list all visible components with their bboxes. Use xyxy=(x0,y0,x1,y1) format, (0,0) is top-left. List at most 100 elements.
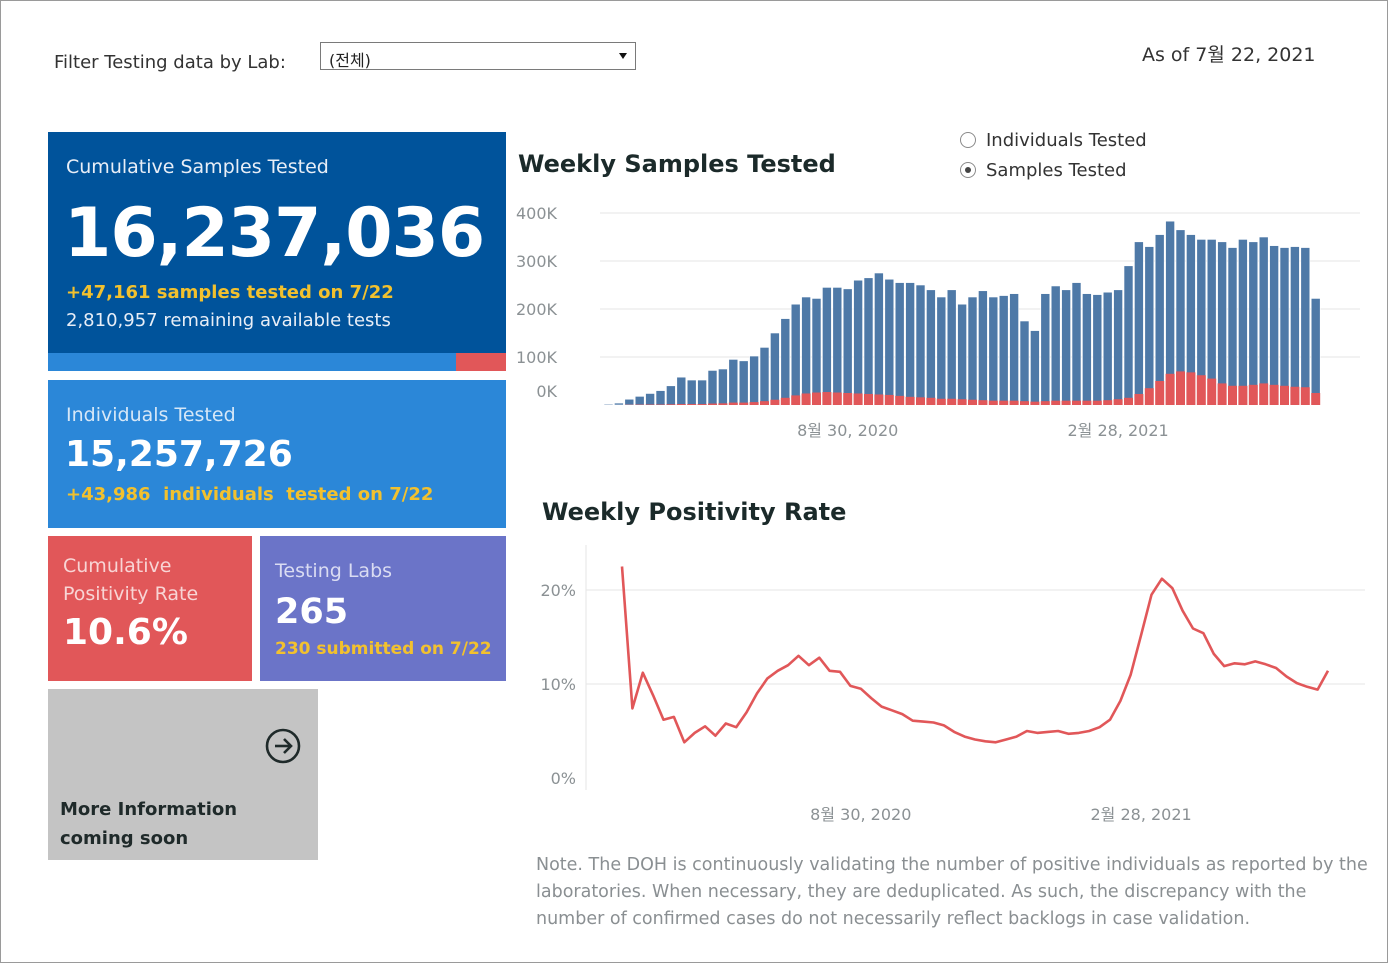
bar-samples xyxy=(905,282,915,406)
y-tick-label: 20% xyxy=(540,581,576,600)
bar-positive xyxy=(884,394,894,405)
cumulative-samples-card: Cumulative Samples Tested 16,237,036 +47… xyxy=(48,132,506,353)
dropdown-arrow-icon[interactable] xyxy=(619,53,627,59)
bar-positive xyxy=(832,392,842,405)
radio-button-icon[interactable] xyxy=(960,132,976,148)
cumulative-samples-value: 16,237,036 xyxy=(64,194,485,273)
bar-positive xyxy=(1217,383,1227,405)
weekly-samples-chart: 400K 300K 200K 100K 0K 8월 30, 2020 2월 28, 2021 xyxy=(516,204,1360,440)
bar-samples xyxy=(1248,241,1259,406)
bar-positive xyxy=(843,393,853,405)
bar-samples xyxy=(655,390,666,406)
radio-individuals-label: Individuals Tested xyxy=(986,130,1147,151)
y-tick-label: 100K xyxy=(516,348,558,367)
bar-positive xyxy=(822,392,832,405)
bar-samples xyxy=(1102,291,1113,406)
bar-samples xyxy=(874,272,884,406)
lab-filter-dropdown[interactable]: (전체) xyxy=(320,42,636,70)
cumulative-samples-delta: +47,161 samples tested on 7/22 xyxy=(66,282,394,303)
bar-positive xyxy=(1144,388,1154,405)
bar-samples xyxy=(811,298,822,406)
individuals-tested-label: Individuals Tested xyxy=(66,404,236,426)
bar-samples xyxy=(842,288,853,406)
cumulative-samples-label: Cumulative Samples Tested xyxy=(66,156,329,178)
bar-positive xyxy=(957,399,967,405)
bar-positive xyxy=(1009,400,1019,405)
bar-samples xyxy=(884,278,895,406)
bar-positive xyxy=(708,403,717,405)
y-tick-label: 400K xyxy=(516,204,558,223)
bar-samples xyxy=(1310,298,1321,406)
bar-positive xyxy=(864,393,873,405)
footnote: Note. The DOH is continuously validating… xyxy=(536,855,1368,929)
bar-samples xyxy=(770,332,780,406)
bar-samples xyxy=(1134,241,1144,406)
x-tick-label: 8월 30, 2020 xyxy=(797,421,898,440)
bar-positive xyxy=(1311,393,1321,405)
bar-positive xyxy=(1061,400,1071,405)
bar-samples xyxy=(1050,285,1061,406)
bar-samples xyxy=(686,379,697,406)
individuals-tested-delta: +43,986 individuals tested on 7/22 xyxy=(66,484,434,505)
more-information-label: More Information coming soon xyxy=(60,799,238,849)
bar-samples xyxy=(1123,265,1134,406)
bar-samples xyxy=(853,279,863,406)
bar-positive xyxy=(1290,386,1300,405)
bar-positive xyxy=(791,395,801,405)
bar-positive xyxy=(936,398,946,405)
positivity-rate-card: Cumulative Positivity Rate 10.6% xyxy=(48,536,252,681)
bar-samples xyxy=(707,370,718,406)
bar-positive xyxy=(1228,385,1237,405)
more-information-card[interactable]: More Information coming soon xyxy=(48,689,318,860)
radio-button-selected-icon[interactable] xyxy=(960,162,976,178)
bar-samples xyxy=(915,284,926,406)
bar-samples xyxy=(1113,289,1123,406)
samples-chart-title: Weekly Samples Tested xyxy=(518,150,836,178)
bar-positive xyxy=(1300,387,1310,405)
bar-positive xyxy=(1207,378,1217,405)
bar-positive xyxy=(988,400,998,405)
tests-used-progress-bar xyxy=(48,353,506,371)
radio-samples-label: Samples Tested xyxy=(986,160,1127,181)
arrow-right-circle-icon[interactable] xyxy=(264,727,302,765)
bar-samples xyxy=(1030,330,1040,406)
positivity-line xyxy=(620,566,1330,744)
bar-samples xyxy=(1279,247,1290,406)
bar-positive xyxy=(1259,383,1269,405)
individuals-tested-card: Individuals Tested 15,257,726 +43,986 in… xyxy=(48,380,506,528)
bar-samples xyxy=(978,290,988,406)
bar-samples xyxy=(1061,289,1071,406)
bar-samples xyxy=(1040,293,1051,406)
bar-samples xyxy=(749,355,759,406)
bar-positive xyxy=(697,404,707,405)
bar-positive xyxy=(780,397,790,405)
bar-samples xyxy=(759,347,770,406)
bar-positive xyxy=(1186,372,1196,405)
individuals-tested-value: 15,257,726 xyxy=(65,434,293,475)
bar-samples xyxy=(946,289,957,406)
bar-samples xyxy=(790,303,801,406)
bar-samples xyxy=(718,368,728,406)
bar-positive xyxy=(978,400,988,405)
bar-positive xyxy=(1020,401,1029,405)
bar-samples xyxy=(1144,246,1155,406)
y-tick-label: 200K xyxy=(516,300,558,319)
bar-positive xyxy=(916,397,925,405)
x-tick-label: 8월 30, 2020 xyxy=(810,805,911,824)
bar-positive xyxy=(853,393,863,405)
bar-samples xyxy=(988,296,999,406)
bar-samples xyxy=(1269,245,1279,406)
bar-positive xyxy=(968,399,977,405)
bar-samples xyxy=(603,403,614,406)
bar-positive xyxy=(1269,384,1279,405)
testing-labs-label: Testing Labs xyxy=(275,560,393,582)
y-tick-label: 0K xyxy=(536,382,557,401)
bar-samples xyxy=(1082,293,1092,406)
remaining-tests-text: 2,810,957 remaining available tests xyxy=(66,310,391,331)
positivity-rate-label: Cumulative Positivity Rate xyxy=(63,555,199,605)
bar-positive xyxy=(1092,400,1102,405)
bar-samples xyxy=(780,318,791,406)
as-of-date: As of 7월 22, 2021 xyxy=(1142,44,1316,66)
bar-samples xyxy=(634,396,645,406)
bar-samples xyxy=(697,379,707,406)
